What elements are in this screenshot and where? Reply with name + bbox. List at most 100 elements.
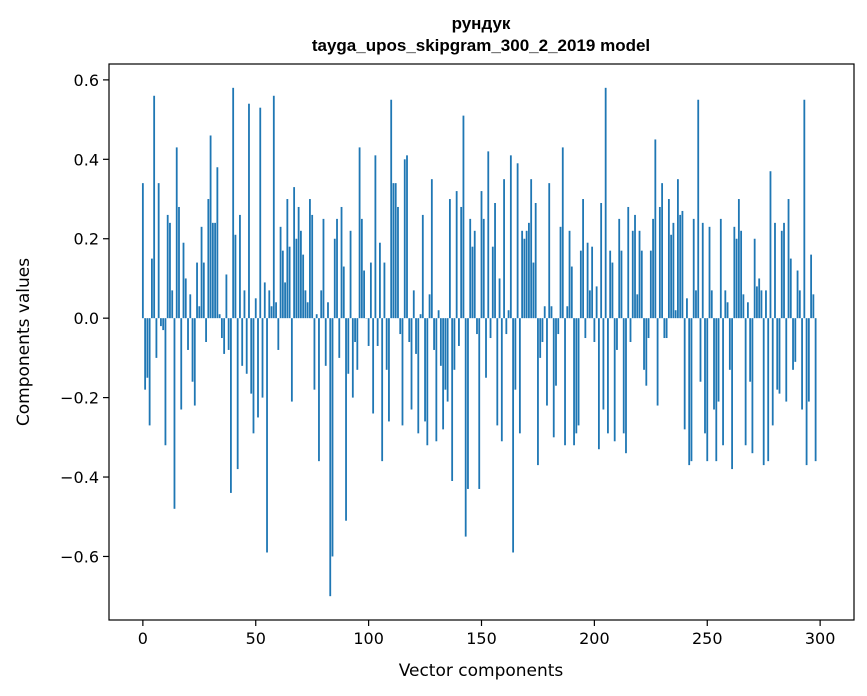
- bar-280: [774, 222, 776, 319]
- bar-14: [173, 318, 176, 509]
- bar-79: [320, 290, 323, 319]
- bar-26: [200, 226, 203, 319]
- bar-290: [796, 270, 799, 319]
- bar-170: [525, 230, 528, 319]
- bar-197: [586, 242, 589, 319]
- bar-264: [737, 199, 740, 319]
- y-tick-label: −0.2: [60, 389, 99, 408]
- bar-233: [667, 199, 670, 319]
- bar-180: [548, 183, 551, 319]
- bar-94: [354, 318, 356, 342]
- bar-124: [421, 214, 424, 319]
- bar-278: [769, 171, 772, 319]
- bar-17: [180, 318, 183, 410]
- bar-67: [293, 187, 296, 319]
- bar-202: [597, 318, 600, 450]
- bar-252: [710, 290, 713, 319]
- bar-179: [546, 318, 548, 406]
- bar-105: [379, 242, 381, 319]
- bar-196: [584, 318, 587, 339]
- bar-247: [699, 318, 702, 382]
- bar-84: [331, 318, 334, 557]
- bar-96: [358, 147, 361, 319]
- bar-254: [715, 318, 718, 462]
- bar-46: [245, 318, 248, 374]
- bar-240: [683, 318, 686, 430]
- bar-116: [403, 159, 406, 319]
- chart-title-line1: рундук: [452, 14, 511, 33]
- bar-225: [649, 250, 652, 319]
- bar-215: [627, 206, 630, 319]
- bar-161: [505, 318, 508, 335]
- bar-68: [295, 238, 298, 319]
- bar-42: [236, 318, 239, 470]
- bar-263: [735, 238, 738, 319]
- bar-54: [263, 282, 266, 319]
- bar-7: [157, 183, 160, 319]
- bar-50: [254, 298, 257, 319]
- bar-89: [342, 266, 345, 319]
- bar-133: [442, 318, 445, 430]
- bar-112: [394, 183, 397, 319]
- bar-212: [620, 250, 623, 319]
- bar-164: [512, 318, 515, 553]
- bar-28: [205, 318, 207, 342]
- bar-78: [318, 318, 320, 462]
- bar-249: [704, 318, 706, 434]
- bar-274: [760, 290, 763, 319]
- bar-251: [708, 226, 711, 319]
- bar-275: [762, 318, 765, 466]
- bar-153: [487, 151, 490, 319]
- bar-83: [329, 318, 332, 597]
- bar-115: [401, 318, 404, 426]
- x-tick-label: 100: [353, 629, 384, 648]
- bar-81: [324, 318, 327, 366]
- bar-100: [367, 318, 370, 346]
- x-tick-label: 300: [805, 629, 836, 648]
- bar-178: [543, 306, 546, 319]
- bar-201: [595, 286, 598, 319]
- bar-0: [141, 183, 144, 319]
- bar-155: [491, 246, 494, 319]
- bar-160: [503, 179, 505, 319]
- y-tick-label: −0.6: [60, 547, 99, 566]
- bar-74: [309, 199, 311, 319]
- bar-173: [532, 262, 535, 319]
- bar-219: [636, 294, 639, 319]
- bar-104: [376, 318, 379, 346]
- bar-162: [507, 310, 510, 319]
- bar-174: [534, 203, 537, 319]
- bar-273: [758, 278, 761, 319]
- bar-129: [433, 318, 435, 350]
- bar-23: [193, 318, 196, 406]
- bar-277: [767, 318, 770, 462]
- bar-113: [397, 206, 399, 319]
- bar-232: [665, 318, 668, 339]
- y-axis-ticks: −0.6 −0.4 −0.2 0.0 0.2 0.4 0.6: [60, 71, 109, 566]
- bar-167: [518, 318, 521, 434]
- x-tick-label: 150: [466, 629, 497, 648]
- y-tick-label: −0.4: [60, 468, 99, 487]
- bar-21: [189, 294, 192, 319]
- bar-44: [241, 318, 244, 366]
- bar-190: [570, 266, 573, 319]
- bar-53: [261, 318, 264, 398]
- bar-156: [494, 203, 496, 319]
- bar-30: [209, 135, 212, 319]
- bar-136: [448, 199, 451, 319]
- bar-19: [184, 278, 187, 319]
- y-tick-label: 0.4: [74, 150, 99, 169]
- bar-284: [783, 222, 785, 319]
- bar-41: [234, 234, 237, 319]
- bar-118: [408, 318, 411, 342]
- bar-series: [141, 87, 817, 597]
- bar-171: [528, 222, 530, 319]
- bar-11: [166, 214, 169, 319]
- bar-88: [340, 206, 343, 319]
- bar-260: [728, 318, 731, 370]
- bar-192: [575, 318, 578, 434]
- bar-268: [746, 302, 749, 319]
- bar-52: [259, 107, 262, 319]
- bar-2: [146, 318, 149, 378]
- bar-166: [516, 163, 519, 319]
